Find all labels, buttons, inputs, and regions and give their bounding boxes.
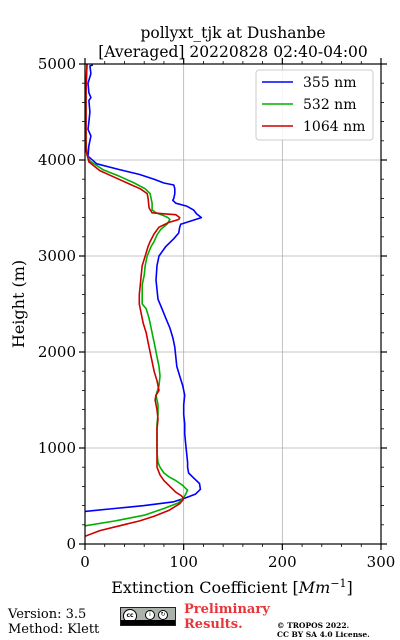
y-tick-label: 3000	[38, 247, 76, 265]
series-1064nm-line	[85, 64, 185, 538]
chart-title-line2: [Averaged] 20220828 02:40-04:00	[98, 43, 368, 61]
by-icon: i	[145, 610, 155, 620]
y-tick-label: 4000	[38, 151, 76, 169]
sa-icon: ↻	[158, 610, 168, 620]
legend: 355 nm 532 nm 1064 nm	[255, 69, 374, 141]
axis-ticks	[79, 58, 387, 550]
grid-lines	[85, 64, 381, 544]
y-tick-label: 1000	[38, 439, 76, 457]
preliminary-line2: Results.	[184, 617, 243, 632]
copyright-line1: © TROPOS 2022.	[277, 621, 350, 630]
y-tick-label: 0	[66, 535, 76, 553]
legend-label-532: 532 nm	[303, 97, 356, 113]
y-tick-label: 2000	[38, 343, 76, 361]
x-tick-label: 100	[169, 553, 198, 571]
copyright-note: © TROPOS 2022. CC BY SA 4.0 License.	[277, 621, 370, 639]
series-355nm-line	[85, 64, 203, 513]
version-text: Version: 3.5	[8, 607, 87, 622]
legend-label-355: 355 nm	[303, 75, 356, 91]
copyright-line2: CC BY SA 4.0 License.	[277, 630, 370, 639]
badge-bar	[121, 620, 175, 625]
x-tick-label: 0	[80, 553, 90, 571]
preliminary-line1: Preliminary	[184, 602, 270, 617]
method-text: Method: Klett	[8, 622, 100, 637]
cc-by-sa-badge-icon: cc i ↻	[120, 607, 176, 626]
plot-frame	[84, 63, 382, 545]
legend-box	[255, 69, 374, 141]
x-tick-label: 300	[367, 553, 396, 571]
series-532nm-line	[85, 64, 189, 527]
y-axis-label: Height (m)	[9, 260, 28, 348]
preliminary-results-note: Preliminary Results.	[184, 602, 270, 632]
legend-label-1064: 1064 nm	[303, 119, 365, 135]
x-tick-label: 200	[268, 553, 297, 571]
series-lines	[85, 64, 203, 538]
chart-title-line1: pollyxt_tjk at Dushanbe	[140, 24, 325, 42]
y-tick-label: 5000	[38, 55, 76, 73]
x-axis-label: Extinction Coefficient [Mm−1]	[111, 577, 353, 597]
